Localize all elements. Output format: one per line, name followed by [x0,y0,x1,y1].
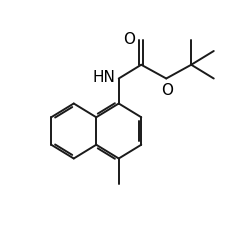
Text: O: O [123,32,135,47]
Text: HN: HN [92,70,115,85]
Text: O: O [162,83,173,98]
